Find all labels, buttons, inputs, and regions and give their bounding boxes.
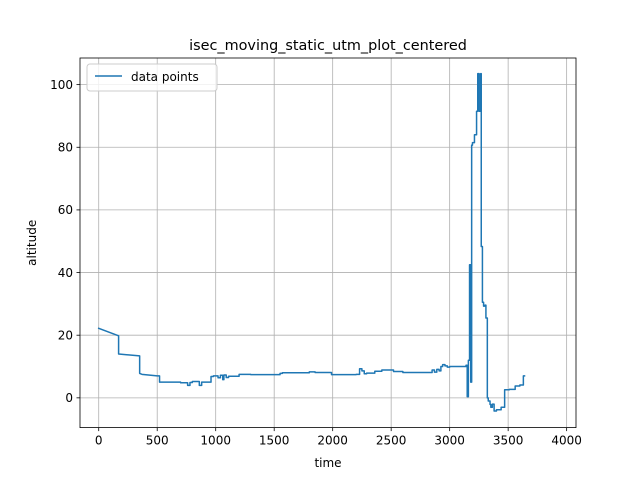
x-tick-label: 2000 (317, 434, 348, 448)
x-tick-label: 1500 (259, 434, 290, 448)
x-tick-label: 2500 (376, 434, 407, 448)
x-tick-label: 4000 (551, 434, 582, 448)
legend: data points (86, 63, 218, 92)
y-tick-label: 100 (50, 78, 73, 92)
x-tick-label: 3000 (434, 434, 465, 448)
plot-area-frame (79, 57, 577, 429)
x-axis-label: time (314, 456, 341, 470)
legend-label-data-points: data points (131, 70, 199, 84)
x-tick-label: 0 (95, 434, 103, 448)
y-tick-label: 0 (65, 391, 73, 405)
y-tick-label: 40 (58, 266, 73, 280)
y-axis-label: altitude (25, 220, 39, 266)
x-tick-label: 1000 (200, 434, 231, 448)
y-tick-label: 80 (58, 141, 73, 155)
grid-lines (80, 58, 576, 428)
series-line-data-points (97, 72, 526, 412)
axis-ticks: 0 500 1000 1500 2000 2500 3000 3500 4000 0 20 40 60 8… (50, 78, 582, 448)
chart-title: isec_moving_static_utm_plot_centered (189, 38, 467, 54)
x-tick-label: 500 (146, 434, 169, 448)
x-tick-label: 3500 (493, 434, 524, 448)
y-tick-label: 20 (58, 329, 73, 343)
y-tick-label: 60 (58, 203, 73, 217)
legend-frame (86, 63, 218, 92)
series-lines (97, 72, 526, 412)
